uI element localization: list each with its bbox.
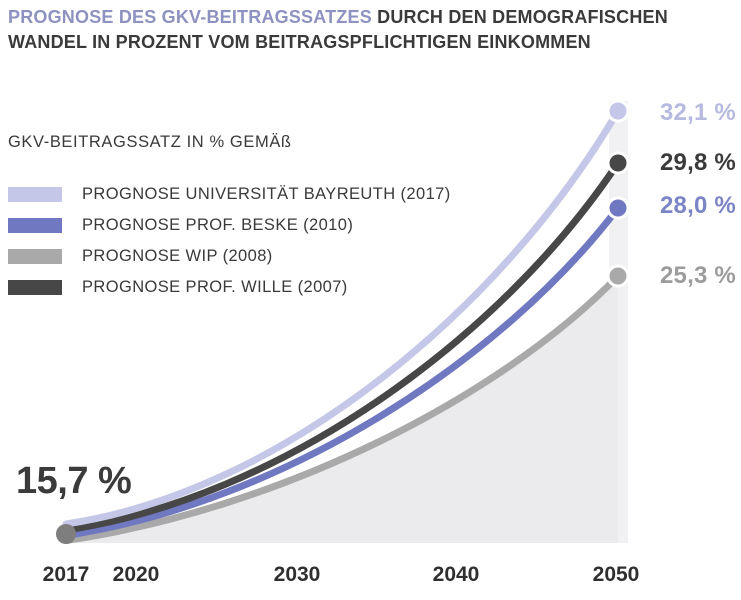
end-dot-beske <box>606 196 630 220</box>
end-dot-bayreuth <box>606 99 630 123</box>
curve-prognose-beske <box>62 204 622 539</box>
legend-item-beske: PROGNOSE PROF. BESKE (2010) <box>8 215 451 234</box>
start-value-label: 15,7 % <box>16 460 132 502</box>
legend-label-beske: PROGNOSE PROF. BESKE (2010) <box>82 215 354 234</box>
end-value-beske: 28,0 % <box>660 192 736 219</box>
area-under-wip-curve <box>66 276 618 543</box>
end-dot-wip <box>606 264 630 288</box>
legend-label-bayreuth: PROGNOSE UNIVERSITÄT BAYREUTH (2017) <box>82 184 451 203</box>
legend-swatch-bayreuth <box>8 186 62 202</box>
end-value-wille: 29,8 % <box>660 149 736 176</box>
curve-prognose-wille <box>62 159 622 534</box>
end-value-bayreuth: 32,1 % <box>660 99 736 126</box>
legend-heading: GKV-BEITRAGSSATZ IN % GEMÄß <box>8 133 292 151</box>
chart-title: PROGNOSE DES GKV-BEITRAGSSATZES DURCH DE… <box>8 5 734 55</box>
end-value-wip: 25,3 % <box>660 262 736 289</box>
end-dot-wille <box>606 151 630 175</box>
legend-label-wip: PROGNOSE WIP (2008) <box>82 246 273 265</box>
curve-prognose-wip <box>62 272 622 544</box>
x-axis-label-2050: 2050 <box>592 563 640 586</box>
legend-swatch-wille <box>8 279 62 295</box>
legend: PROGNOSE UNIVERSITÄT BAYREUTH (2017) PRO… <box>8 184 451 296</box>
legend-label-wille: PROGNOSE PROF. WILLE (2007) <box>82 277 348 296</box>
legend-item-wille: PROGNOSE PROF. WILLE (2007) <box>8 277 451 296</box>
legend-item-bayreuth: PROGNOSE UNIVERSITÄT BAYREUTH (2017) <box>8 184 451 203</box>
curve-prognose-bayreuth <box>62 107 622 528</box>
title-line-2: WANDEL IN PROZENT VOM BEITRAGSPFLICHTIGE… <box>8 32 591 52</box>
legend-swatch-wip <box>8 248 62 264</box>
start-dot-2017 <box>56 524 76 544</box>
x-axis-label-2017: 2017 <box>42 563 90 586</box>
title-line-1: PROGNOSE DES GKV-BEITRAGSSATZES DURCH DE… <box>8 5 734 30</box>
x-axis-label-2020: 2020 <box>112 563 160 586</box>
x-axis-label-2040: 2040 <box>432 563 480 586</box>
title-rest: DURCH DEN DEMOGRAFISCHEN <box>371 7 668 27</box>
legend-item-wip: PROGNOSE WIP (2008) <box>8 246 451 265</box>
legend-swatch-beske <box>8 217 62 233</box>
x-axis-label-2030: 2030 <box>273 563 321 586</box>
title-highlight: PROGNOSE DES GKV-BEITRAGSSATZES <box>8 7 372 27</box>
